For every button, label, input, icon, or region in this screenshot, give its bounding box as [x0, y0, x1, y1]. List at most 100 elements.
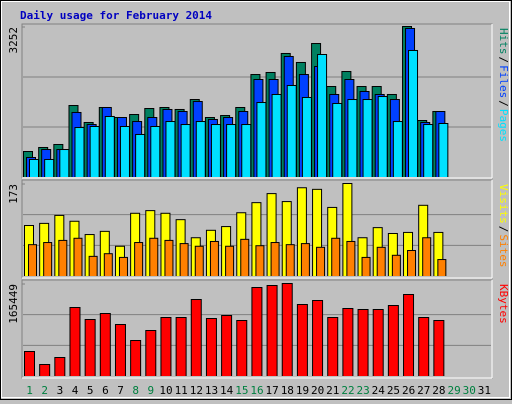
x-tick-label: 15 [235, 384, 248, 397]
legend-separator: / [497, 100, 510, 107]
bar [301, 244, 309, 276]
bar [347, 241, 355, 276]
bar [388, 305, 398, 376]
bar [267, 285, 277, 376]
bar [282, 202, 291, 276]
x-tick-label: 11 [175, 384, 188, 397]
bar [373, 309, 383, 376]
bar [90, 127, 99, 177]
bar [89, 256, 97, 276]
bar [150, 238, 158, 276]
bar [419, 317, 429, 376]
bar [105, 116, 114, 177]
x-tick-label: 9 [148, 384, 155, 397]
bar [424, 125, 433, 177]
bar [272, 94, 281, 177]
bar [287, 85, 296, 177]
bar [282, 284, 292, 376]
bar [104, 254, 112, 276]
legend-entry: Visits [497, 184, 510, 224]
bar [161, 317, 171, 376]
bar [378, 97, 387, 177]
y-tick-label: 3252 [7, 27, 20, 54]
x-tick-label: 18 [281, 384, 294, 397]
bar [131, 340, 141, 376]
x-tick-label: 29 [447, 384, 460, 397]
legend-entry: KBytes [497, 284, 510, 324]
bar [136, 134, 145, 177]
bar [313, 300, 323, 376]
bar [393, 122, 402, 177]
bar [242, 125, 251, 177]
bar [222, 315, 232, 376]
bar [227, 125, 236, 177]
bar [206, 318, 216, 376]
bar [332, 238, 340, 276]
x-tick-label: 10 [159, 384, 172, 397]
bar [377, 247, 385, 276]
x-tick-label: 20 [311, 384, 324, 397]
bar [60, 150, 69, 177]
x-tick-label: 21 [326, 384, 339, 397]
legend: Visits /Sites [497, 184, 510, 268]
x-tick-label: 6 [102, 384, 109, 397]
legend: KBytes [497, 284, 510, 324]
bar [45, 159, 54, 177]
bar [333, 103, 342, 177]
bar [70, 307, 80, 376]
bar [119, 257, 127, 276]
bar [146, 330, 156, 376]
bar [40, 364, 50, 376]
bar [29, 245, 36, 276]
bar [358, 309, 368, 376]
bar [252, 203, 261, 276]
x-tick-label: 8 [132, 384, 139, 397]
bar [392, 255, 400, 276]
bar [297, 304, 307, 376]
bar [85, 235, 94, 276]
bar [256, 246, 264, 276]
bar [210, 241, 218, 276]
x-tick-label: 24 [372, 384, 386, 397]
bar [252, 287, 262, 376]
bar [318, 54, 327, 177]
bar [434, 320, 444, 376]
legend: Hits/Files/Pages [497, 28, 510, 142]
bar [176, 317, 186, 376]
x-tick-label: 17 [266, 384, 279, 397]
bar [434, 232, 443, 276]
x-tick-label: 22 [341, 384, 354, 397]
x-tick-label: 7 [117, 384, 124, 397]
bar [343, 308, 353, 376]
bar [226, 246, 234, 276]
x-tick-label: 3 [57, 384, 64, 397]
legend-entry: Pages [497, 109, 510, 142]
legend-separator: / [497, 57, 510, 64]
x-tick-label: 4 [72, 384, 79, 397]
bar [408, 251, 416, 276]
bar [409, 50, 418, 177]
bar [362, 257, 370, 276]
bar [211, 125, 220, 177]
bar [257, 103, 266, 177]
x-tick-label: 1 [26, 384, 33, 397]
legend-entry: Sites [497, 234, 510, 267]
bar [241, 239, 249, 276]
bar [363, 100, 372, 177]
x-tick-label: 5 [87, 384, 94, 397]
x-tick-label: 13 [205, 384, 218, 397]
bar [439, 124, 448, 177]
frame-bevel [1, 1, 510, 398]
bar [165, 240, 173, 276]
x-tick-label: 25 [387, 384, 400, 397]
bar [181, 125, 190, 177]
bar [237, 320, 247, 376]
bar [44, 243, 52, 276]
bar [438, 260, 446, 276]
x-tick-label: 2 [41, 384, 48, 397]
bar [297, 188, 306, 276]
bar [313, 189, 322, 276]
chart-title: Daily usage for February 2014 [20, 9, 212, 22]
